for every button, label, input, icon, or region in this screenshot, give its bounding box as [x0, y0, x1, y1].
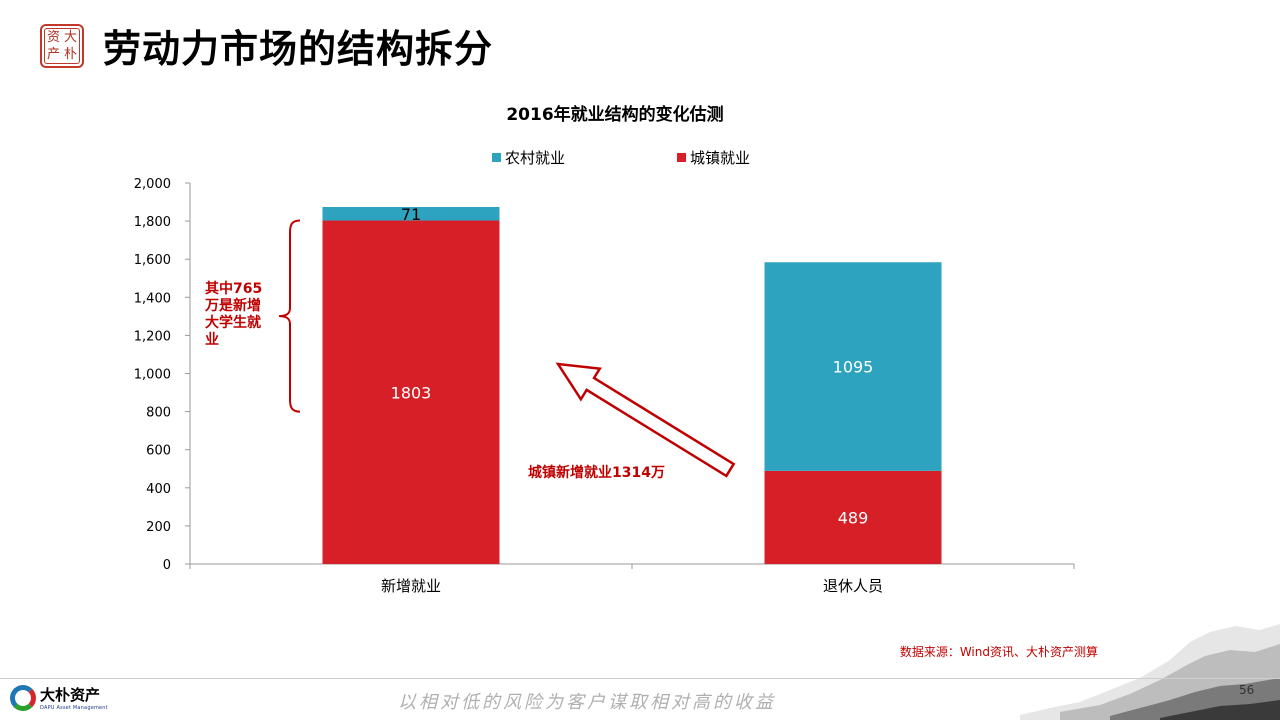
brace-note: 其中765 万是新增 大学生就 业 — [205, 281, 277, 349]
y-tick-label: 400 — [146, 482, 171, 497]
seal-char: 大 — [63, 30, 77, 45]
seal-char: 资 — [46, 30, 60, 45]
brace-annotation — [278, 219, 301, 413]
bar-segment — [764, 470, 942, 564]
page-number: 56 — [1239, 683, 1255, 697]
legend-item-rural: 农村就业 — [492, 147, 565, 168]
seal-logo: 资 大 产 朴 — [40, 24, 84, 68]
logo-text-en: DAPU Asset Management — [40, 705, 108, 711]
brace-note-line: 其中765 — [205, 281, 263, 297]
y-tick-label: 800 — [146, 406, 171, 421]
logo-text-cn: 大朴资产 — [40, 686, 101, 704]
brace-note-line: 万是新增 — [205, 298, 261, 314]
chart-legend: 农村就业 城镇就业 — [492, 147, 750, 168]
data-label: 489 — [838, 508, 869, 527]
legend-label-urban: 城镇就业 — [690, 149, 751, 167]
footer-divider — [0, 678, 1280, 679]
page-title: 劳动力市场的结构拆分 — [103, 27, 494, 71]
data-label: 71 — [401, 205, 421, 224]
arrow-note: 城镇新增就业1314万 — [528, 465, 665, 481]
legend-item-urban: 城镇就业 — [677, 147, 750, 168]
x-category-label: 退休人员 — [823, 577, 883, 595]
arrow-annotation-icon — [555, 362, 736, 478]
y-tick-label: 1,400 — [134, 291, 171, 306]
y-tick-label: 1,600 — [134, 253, 171, 268]
y-tick-label: 600 — [146, 444, 171, 459]
footer-logo: 大朴资产 DAPU Asset Management — [10, 684, 108, 711]
seal-char: 朴 — [63, 47, 77, 62]
brace-note-line: 大学生就 — [205, 315, 261, 331]
legend-swatch-urban — [677, 153, 687, 162]
legend-label-rural: 农村就业 — [505, 149, 566, 167]
chart-title: 2016年就业结构的变化估测 — [506, 105, 724, 125]
bar-segment — [764, 262, 942, 471]
y-tick-label: 2,000 — [134, 177, 171, 192]
y-tick-label: 1,000 — [134, 368, 171, 383]
seal-char: 产 — [46, 47, 60, 62]
data-label: 1095 — [833, 358, 874, 377]
bar-segment — [322, 220, 500, 564]
data-label: 1803 — [391, 383, 432, 402]
bar-segment — [322, 207, 500, 221]
y-tick-label: 1,200 — [134, 329, 171, 344]
ink-mountain-decoration — [1020, 624, 1280, 720]
brace-note-line: 业 — [205, 332, 219, 348]
legend-swatch-rural — [492, 153, 501, 162]
seal-logo-chars: 资 大 产 朴 — [44, 28, 80, 64]
footer-slogan: 以相对低的风险为客户谋取相对高的收益 — [398, 692, 776, 713]
y-tick-label: 0 — [163, 558, 171, 573]
y-tick-label: 200 — [146, 520, 171, 535]
y-tick-label: 1,800 — [134, 215, 171, 230]
logo-ring-icon — [10, 684, 36, 711]
source-note: 数据来源：Wind资讯、大朴资产测算 — [899, 645, 1098, 659]
x-category-label: 新增就业 — [381, 577, 441, 595]
